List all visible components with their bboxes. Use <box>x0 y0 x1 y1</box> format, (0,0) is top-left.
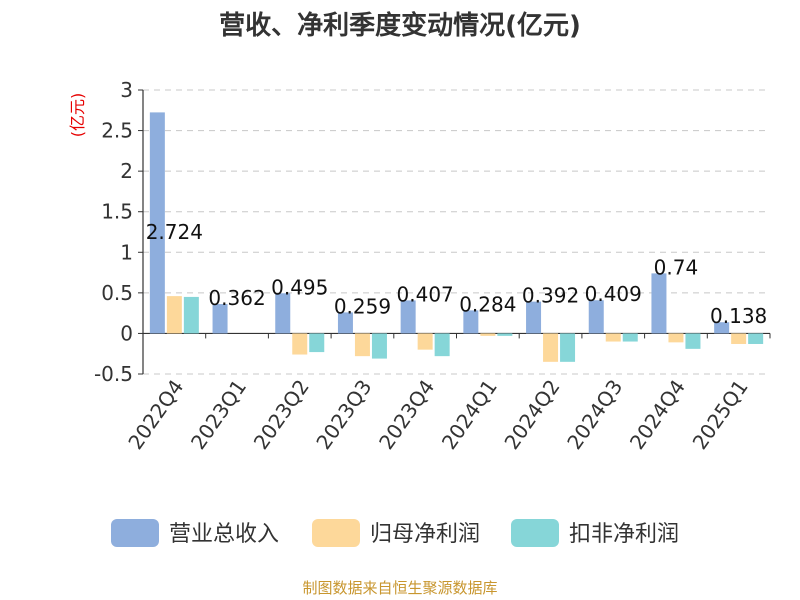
legend-label: 营业总收入 <box>169 522 279 547</box>
bar-net-profit <box>731 333 747 344</box>
bar-net-profit <box>354 333 370 357</box>
bar-net-profit <box>292 333 308 355</box>
x-tick-label: 2024Q4 <box>625 375 690 454</box>
y-tick-label: 2 <box>120 159 133 183</box>
bar-revenue <box>588 300 604 334</box>
x-tick-label: 2024Q3 <box>562 375 627 454</box>
legend-swatch <box>111 519 159 547</box>
legend-label: 归母净利润 <box>370 522 480 547</box>
y-unit-label: (亿元) <box>68 93 87 138</box>
bar-net-profit <box>166 296 182 334</box>
bar-net-profit <box>668 333 684 343</box>
data-label: 0.138 <box>710 304 767 328</box>
bar-revenue <box>275 293 291 334</box>
x-tick-label: 2023Q4 <box>374 375 439 454</box>
y-tick-label: 1.5 <box>101 200 133 224</box>
legend-swatch <box>312 519 360 547</box>
bars <box>149 112 764 362</box>
x-tick-label: 2024Q2 <box>499 375 564 454</box>
chart-title: 营收、净利季度变动情况(亿元) <box>219 10 581 41</box>
x-tick-label: 2025Q1 <box>688 375 753 454</box>
legend-label: 扣非净利润 <box>569 522 679 547</box>
bar-net-profit <box>417 333 433 350</box>
bar-deducted-net-profit <box>183 296 199 334</box>
x-tick-label: 2023Q2 <box>249 375 314 454</box>
data-label: 0.495 <box>271 275 328 299</box>
bar-deducted-net-profit <box>309 333 325 353</box>
bar-deducted-net-profit <box>497 333 513 336</box>
bar-deducted-net-profit <box>371 333 387 359</box>
y-tick-label: 1 <box>120 240 133 264</box>
data-label: 0.392 <box>522 284 579 308</box>
legend-item[interactable]: 营业总收入 <box>111 519 279 547</box>
bar-deducted-net-profit <box>685 333 701 349</box>
data-label: 0.409 <box>585 282 642 306</box>
data-label: 0.259 <box>334 294 391 318</box>
bar-net-profit <box>543 333 559 362</box>
x-tick-label: 2022Q4 <box>123 375 188 454</box>
bar-revenue <box>526 301 542 334</box>
data-label: 0.284 <box>459 292 516 316</box>
x-tick-label: 2023Q3 <box>311 375 376 454</box>
data-label: 0.407 <box>397 282 454 306</box>
bar-revenue <box>651 273 667 334</box>
bar-deducted-net-profit <box>560 333 576 362</box>
bar-net-profit <box>605 333 621 342</box>
x-tick-label: 2023Q1 <box>186 375 251 454</box>
y-tick-label: 2.5 <box>101 119 133 143</box>
y-tick-label: -0.5 <box>94 362 133 386</box>
y-tick-label: 0.5 <box>101 281 133 305</box>
bar-revenue <box>149 112 165 334</box>
y-tick-label: 0 <box>120 321 133 345</box>
bar-net-profit <box>480 333 496 336</box>
data-label: 0.74 <box>654 255 699 279</box>
source-note: 制图数据来自恒生聚源数据库 <box>302 579 497 597</box>
legend-item[interactable]: 归母净利润 <box>312 519 480 547</box>
bar-deducted-net-profit <box>434 333 450 357</box>
data-label: 0.362 <box>208 286 265 310</box>
bar-deducted-net-profit <box>748 333 764 344</box>
data-label: 2.724 <box>146 220 203 244</box>
legend-item[interactable]: 扣非净利润 <box>511 519 679 547</box>
legend[interactable]: 营业总收入 归母净利润 扣非净利润 <box>111 519 679 547</box>
bar-revenue <box>463 310 479 334</box>
bar-revenue <box>714 322 730 334</box>
grid <box>143 89 770 375</box>
x-tick-label: 2024Q1 <box>437 375 502 454</box>
bar-revenue <box>337 312 353 334</box>
bar-revenue <box>400 300 416 334</box>
bar-revenue <box>212 304 228 334</box>
y-tick-label: 3 <box>120 78 133 102</box>
bar-deducted-net-profit <box>622 333 638 342</box>
legend-swatch <box>511 519 559 547</box>
